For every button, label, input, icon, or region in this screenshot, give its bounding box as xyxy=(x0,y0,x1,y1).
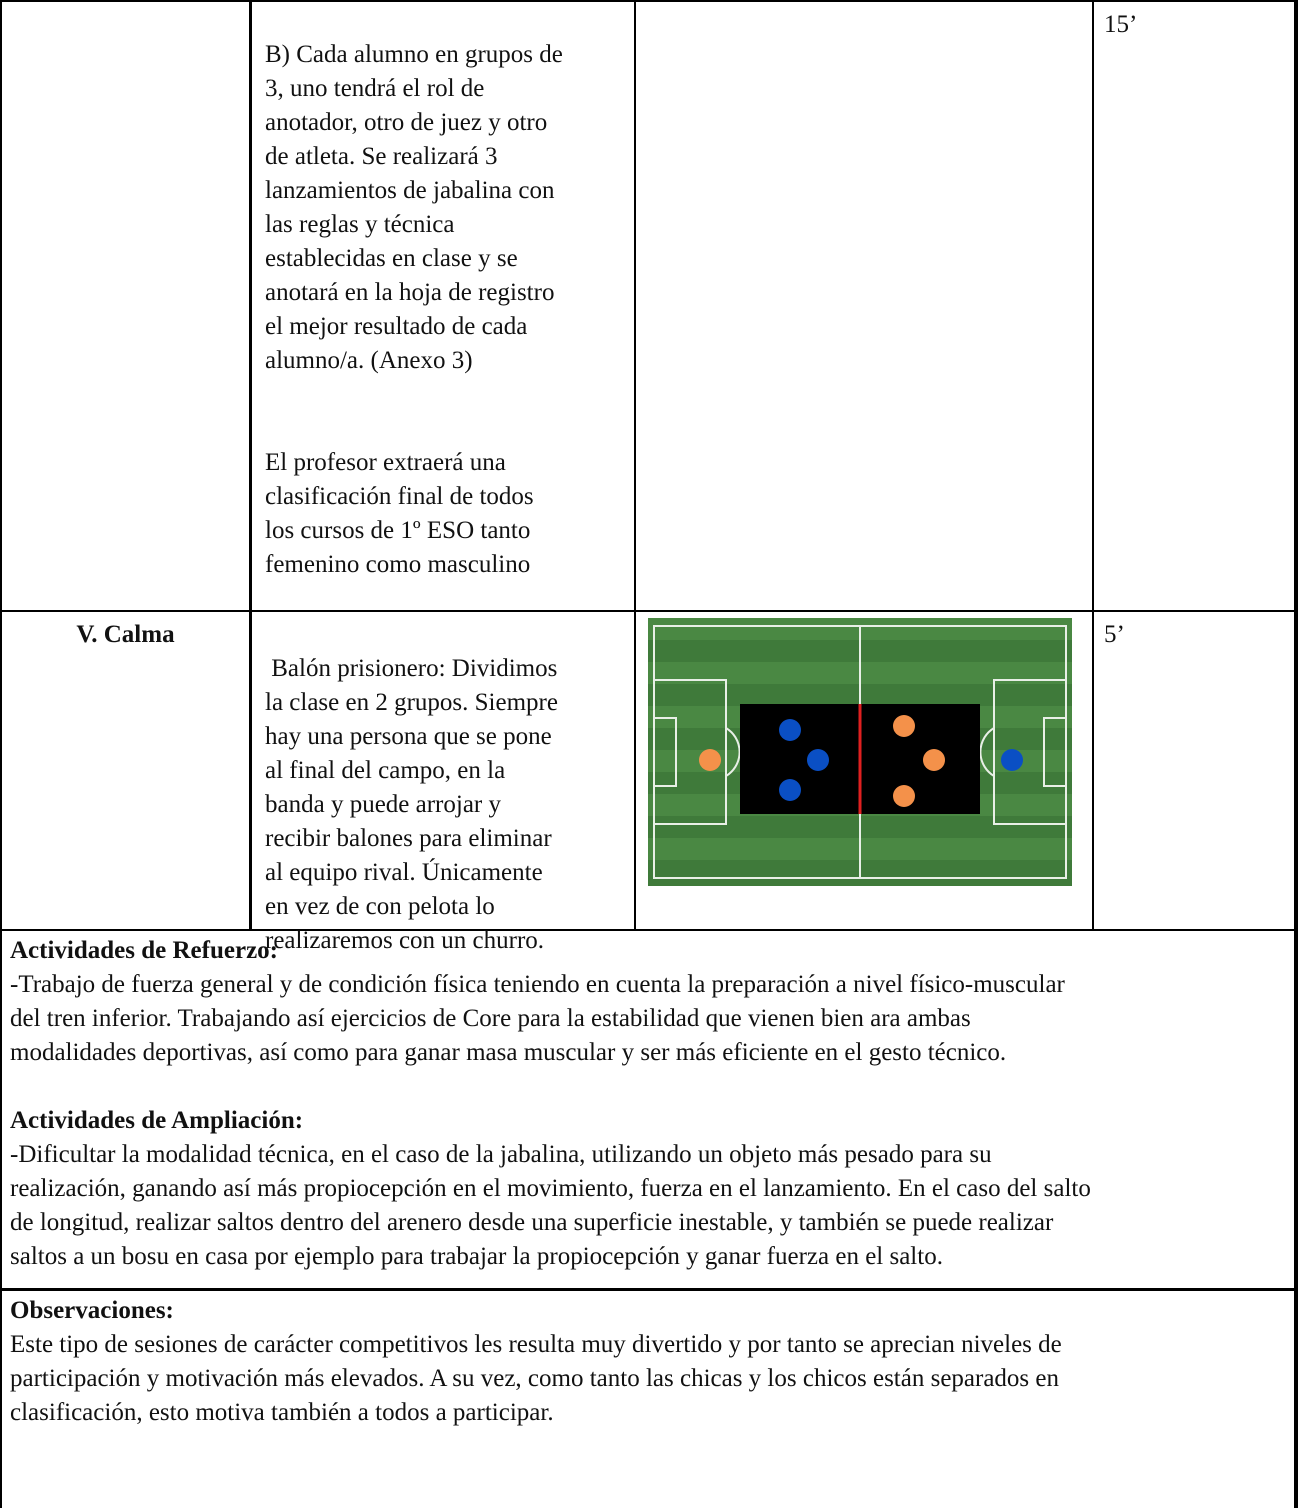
time: 5’ xyxy=(1104,621,1125,648)
cell-text: anotará en la hoja de registro xyxy=(265,279,555,306)
section-heading: Actividades de Ampliación: xyxy=(10,1107,304,1134)
section-text: realización, ganando así más propiocepci… xyxy=(10,1175,1091,1202)
cell-text: establecidas en clase y se xyxy=(265,245,518,272)
section-text: -Dificultar la modalidad técnica, en el … xyxy=(10,1141,992,1168)
cell-text: de atleta. Se realizará 3 xyxy=(265,143,498,170)
rule xyxy=(0,929,1298,931)
phase: V. Calma xyxy=(76,621,175,648)
section-text: Este tipo de sesiones de carácter compet… xyxy=(10,1331,1062,1358)
rule xyxy=(249,0,252,930)
cell-text: realizaremos con un churro. xyxy=(265,927,545,954)
section-text: -Trabajo de fuerza general y de condició… xyxy=(10,971,1065,998)
cell-text: alumno/a. (Anexo 3) xyxy=(265,347,473,374)
section-text: participación y motivación más elevados.… xyxy=(10,1365,1060,1392)
rule xyxy=(634,0,636,930)
section-text: clasificación, esto motiva también a tod… xyxy=(10,1399,554,1426)
section-heading: Actividades de Refuerzo: xyxy=(10,937,278,964)
cell-text: hay una persona que se pone xyxy=(265,723,552,750)
cell-text: anotador, otro de juez y otro xyxy=(265,109,548,136)
section-text: saltos a un bosu en casa por ejemplo par… xyxy=(10,1243,943,1270)
rule xyxy=(1092,0,1094,930)
cell-text: banda y puede arrojar y xyxy=(265,791,501,818)
rule xyxy=(1294,0,1298,1508)
rule xyxy=(0,610,1298,612)
section-text: de longitud, realizar saltos dentro del … xyxy=(10,1209,1054,1236)
rule xyxy=(0,1288,1298,1291)
section-text: modalidades deportivas, así como para ga… xyxy=(10,1039,1007,1066)
rule xyxy=(0,0,2,1508)
cell-text: la clase en 2 grupos. Siempre xyxy=(265,689,558,716)
cell-text: las reglas y técnica xyxy=(265,211,455,238)
cell-text: al final del campo, en la xyxy=(265,757,506,784)
cell-text: clasificación final de todos xyxy=(265,483,534,510)
time: 15’ xyxy=(1104,11,1138,38)
cell-text: B) Cada alumno en grupos de xyxy=(265,41,563,68)
cell-text: el mejor resultado de cada xyxy=(265,313,528,340)
cell-text: los cursos de 1º ESO tanto xyxy=(265,517,531,544)
field-diagram xyxy=(648,618,1072,886)
rule xyxy=(0,0,1298,2)
cell-text: al equipo rival. Únicamente xyxy=(265,859,543,886)
cell-text: recibir balones para eliminar xyxy=(265,825,552,852)
cell-text: 3, uno tendrá el rol de xyxy=(265,75,485,102)
cell-text: lanzamientos de jabalina con xyxy=(265,177,555,204)
cell-text: Balón prisionero: Dividimos xyxy=(265,655,558,682)
cell-text: El profesor extraerá una xyxy=(265,449,506,476)
cell-text: femenino como masculino xyxy=(265,551,531,578)
cell-text: en vez de con pelota lo xyxy=(265,893,495,920)
section-heading: Observaciones: xyxy=(10,1297,174,1324)
section-text: del tren inferior. Trabajando así ejerci… xyxy=(10,1005,971,1032)
